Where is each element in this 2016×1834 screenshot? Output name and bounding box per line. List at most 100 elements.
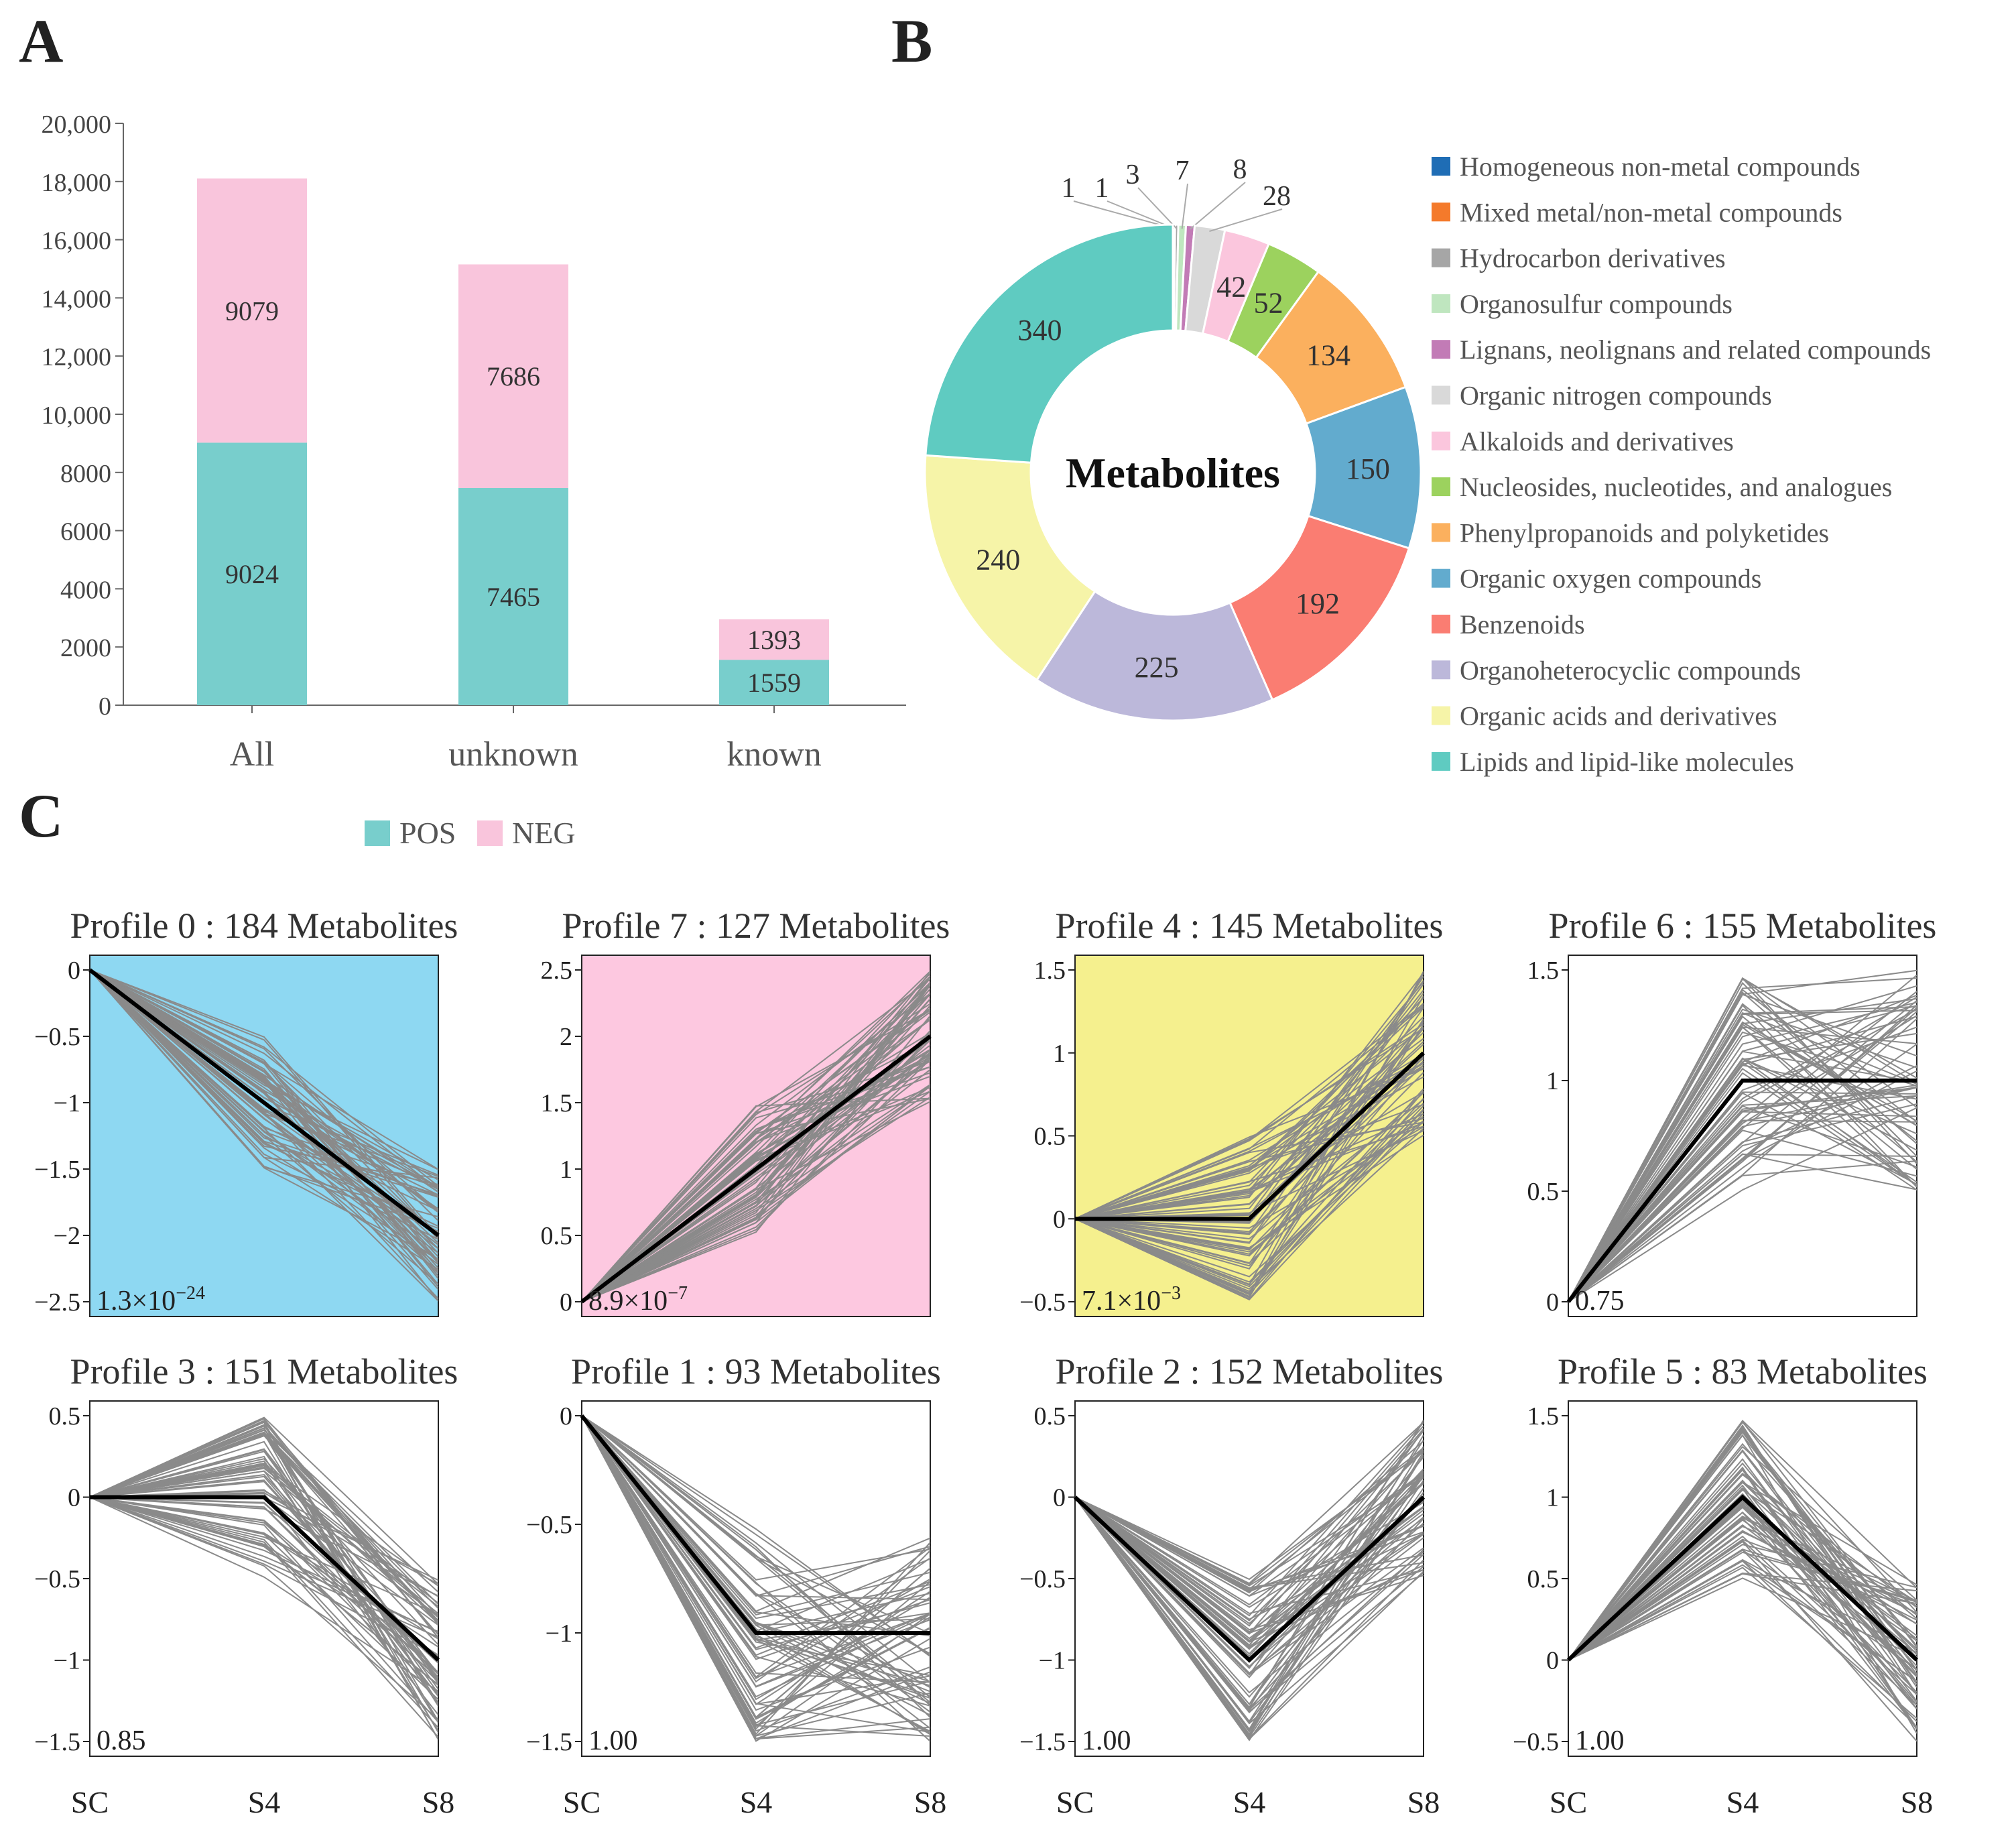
y-tick-label: 0 bbox=[1053, 1205, 1066, 1233]
member-line bbox=[1568, 1107, 1917, 1302]
donut-slice bbox=[924, 454, 1096, 682]
member-line bbox=[1568, 991, 1917, 1302]
legend-swatch bbox=[1432, 660, 1450, 680]
member-line bbox=[1075, 1121, 1424, 1220]
x-tick-label: All bbox=[230, 735, 274, 774]
member-line bbox=[1075, 1109, 1424, 1283]
member-line bbox=[582, 975, 930, 1302]
member-line bbox=[90, 1496, 438, 1615]
member-line bbox=[582, 981, 930, 1302]
member-line bbox=[90, 1434, 438, 1624]
member-line bbox=[1075, 1105, 1424, 1288]
member-line bbox=[1075, 1103, 1424, 1220]
member-line bbox=[582, 998, 930, 1302]
member-line bbox=[1568, 1001, 1917, 1302]
member-line bbox=[582, 1415, 930, 1683]
y-tick-label: 14,000 bbox=[42, 285, 112, 313]
slice-value-label: 7 bbox=[1176, 156, 1190, 186]
member-line bbox=[582, 1415, 930, 1699]
member-line bbox=[90, 969, 438, 1240]
member-line bbox=[90, 969, 438, 1190]
member-line bbox=[1075, 1496, 1424, 1634]
legend-swatch-neg bbox=[477, 820, 503, 846]
member-line bbox=[1568, 981, 1917, 1302]
y-tick-label: 0.5 bbox=[1527, 1178, 1560, 1206]
slice-value-label: 134 bbox=[1306, 339, 1350, 371]
member-line bbox=[1075, 1451, 1424, 1622]
legend-label: Organosulfur compounds bbox=[1460, 289, 1732, 319]
y-tick-label: −1 bbox=[546, 1619, 572, 1648]
slice-leader-line bbox=[1181, 183, 1188, 229]
member-line bbox=[90, 1496, 438, 1738]
slice-value-label: 52 bbox=[1254, 286, 1283, 319]
member-line bbox=[90, 1458, 438, 1646]
member-line bbox=[1568, 1064, 1917, 1302]
member-line bbox=[1568, 1057, 1917, 1302]
member-line bbox=[1075, 1041, 1424, 1220]
member-line bbox=[582, 1066, 930, 1302]
y-tick-label: −1.5 bbox=[1019, 1728, 1066, 1756]
profile-line bbox=[1075, 1051, 1426, 1221]
member-line bbox=[1568, 1103, 1917, 1302]
y-tick-label: 0.5 bbox=[541, 1222, 573, 1250]
p-value: 1.00 bbox=[588, 1725, 638, 1756]
bar-neg bbox=[197, 178, 307, 443]
profile-line bbox=[90, 1495, 440, 1662]
member-line bbox=[1075, 1496, 1424, 1614]
member-line bbox=[1075, 1125, 1424, 1220]
member-line bbox=[1568, 1466, 1917, 1730]
member-line bbox=[90, 1448, 438, 1675]
p-value: 0.75 bbox=[1575, 1286, 1625, 1317]
slice-value-label: 8 bbox=[1233, 154, 1247, 185]
p-value-label: 1.00 bbox=[1575, 1725, 1625, 1756]
y-tick-label: −0.5 bbox=[1019, 1565, 1066, 1593]
member-line bbox=[1075, 1005, 1424, 1220]
p-value-label: 1.00 bbox=[588, 1725, 638, 1756]
member-line bbox=[582, 1415, 930, 1683]
member-line bbox=[1075, 1475, 1424, 1587]
y-tick-label: 0 bbox=[99, 692, 111, 721]
member-line bbox=[1568, 1009, 1917, 1302]
legend-label: Hydrocarbon derivatives bbox=[1460, 243, 1726, 273]
member-line bbox=[582, 993, 930, 1302]
legend-swatch bbox=[1432, 431, 1450, 450]
y-tick-label: 18,000 bbox=[42, 169, 112, 197]
profile-line bbox=[88, 968, 440, 1237]
p-value-exponent: −24 bbox=[176, 1283, 205, 1304]
slice-value-label: 240 bbox=[976, 543, 1020, 576]
member-line bbox=[1075, 1496, 1424, 1694]
y-tick-label: 10,000 bbox=[42, 402, 112, 430]
member-line bbox=[1568, 1154, 1917, 1302]
member-line bbox=[582, 978, 930, 1302]
p-value: 8.9×10 bbox=[588, 1286, 668, 1317]
member-line bbox=[1568, 1091, 1917, 1302]
member-line bbox=[1075, 1026, 1424, 1220]
bar-value-label: 9024 bbox=[225, 559, 279, 589]
legend-swatch bbox=[1432, 523, 1450, 542]
legend-swatch bbox=[1432, 340, 1450, 359]
x-tick-label: SC bbox=[1550, 1785, 1587, 1819]
y-tick-label: 1.5 bbox=[1527, 957, 1560, 985]
slice-value-label: 150 bbox=[1346, 452, 1390, 485]
member-line bbox=[90, 1496, 438, 1729]
member-line bbox=[1075, 1496, 1424, 1608]
member-line bbox=[90, 969, 438, 1245]
member-line bbox=[582, 993, 930, 1302]
member-line bbox=[1568, 1524, 1917, 1661]
y-tick-label: −0.5 bbox=[1019, 1288, 1066, 1317]
legend-label: Organic nitrogen compounds bbox=[1460, 381, 1772, 411]
legend-swatch bbox=[1432, 706, 1450, 725]
donut-center-label: Metabolites bbox=[1066, 449, 1280, 497]
member-line bbox=[1075, 1121, 1424, 1278]
member-line bbox=[1568, 1421, 1917, 1661]
member-line bbox=[1568, 1000, 1917, 1302]
member-line bbox=[1568, 1015, 1917, 1302]
y-tick-label: 0 bbox=[1546, 1288, 1559, 1317]
bar-value-label: 7465 bbox=[487, 582, 540, 612]
member-line bbox=[1568, 1577, 1917, 1661]
legend-label: Mixed metal/non-metal compounds bbox=[1460, 197, 1842, 227]
y-tick-label: 1.5 bbox=[541, 1089, 573, 1117]
member-line bbox=[1568, 1473, 1917, 1661]
member-line bbox=[582, 1415, 930, 1718]
legend-swatch bbox=[1432, 568, 1450, 588]
